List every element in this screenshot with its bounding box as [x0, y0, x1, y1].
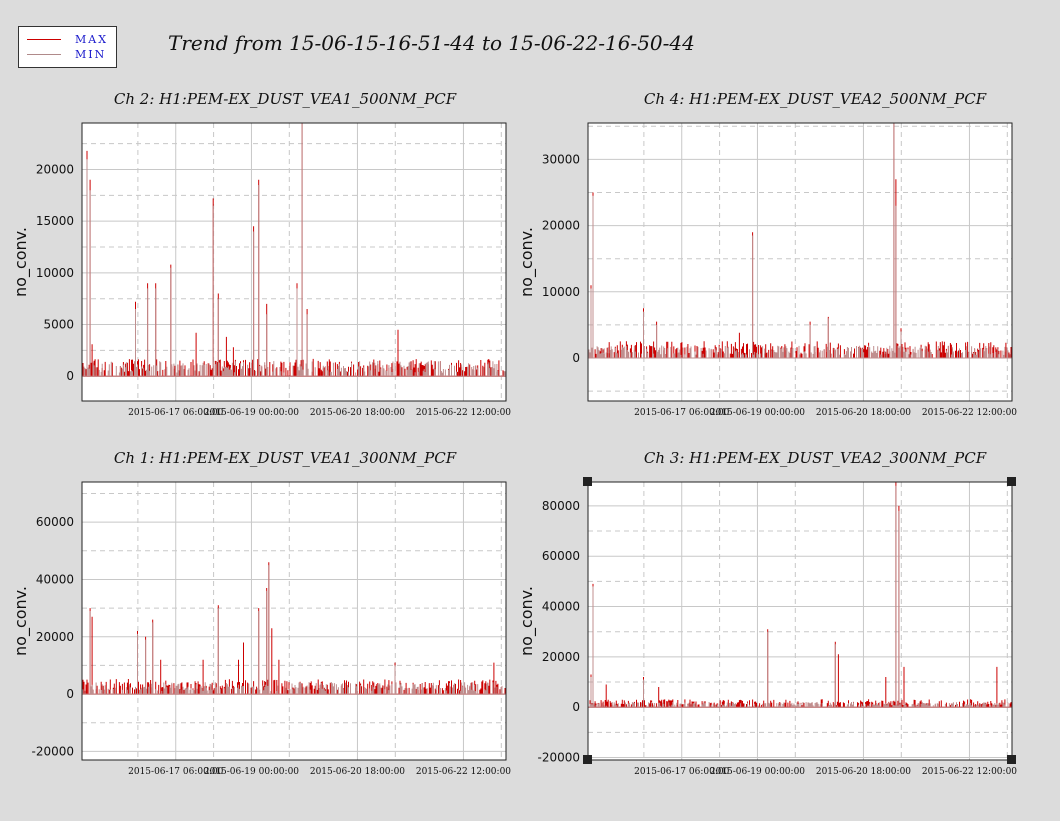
x-tick-label: 2015-06-22 12:00:00	[416, 767, 511, 777]
y-tick-label: -20000	[537, 750, 580, 764]
selection-handle[interactable]	[1007, 755, 1016, 764]
y-tick-label: 5000	[43, 318, 74, 332]
x-tick-label: 2015-06-17 06:00:00	[128, 767, 223, 777]
plot-area	[588, 482, 1012, 760]
chart-svg: -20000 0 20000 40000 60000 2015-06-17 06:00:0…	[11, 481, 511, 777]
y-tick-label: 60000	[542, 549, 580, 563]
series-group	[82, 123, 506, 377]
x-tick-label: 2015-06-19 00:00:00	[710, 767, 805, 777]
plot-frame	[81, 481, 507, 761]
y-tick-label: 0	[66, 369, 74, 383]
x-tick-label: 2015-06-20 18:00:00	[816, 767, 911, 777]
series-group	[588, 123, 1012, 359]
x-tick-label: 2015-06-17 06:00:00	[634, 767, 729, 777]
selection-handle[interactable]	[1007, 477, 1016, 486]
y-tick-label: 80000	[542, 499, 580, 513]
x-tick-label: 2015-06-19 00:00:00	[204, 767, 299, 777]
plot-frame	[587, 481, 1013, 761]
x-tick-label: 2015-06-20 18:00:00	[310, 408, 405, 418]
legend: MAX MIN	[18, 26, 117, 68]
selection-handle[interactable]	[583, 477, 592, 486]
chart-panel-ch1: Ch 1: H1:PEM-EX_DUST_VEA1_300NM_PCF -200…	[0, 449, 530, 784]
chart-panel-ch3[interactable]: Ch 3: H1:PEM-EX_DUST_VEA2_300NM_PCF -200…	[510, 449, 1050, 784]
page-title: Trend from 15-06-15-16-51-44 to 15-06-22…	[168, 31, 695, 55]
y-tick-label: 20000	[36, 163, 74, 177]
y-axis-label: no_conv.	[517, 586, 537, 656]
series-line-min	[588, 123, 1012, 359]
x-tick-label: 2015-06-22 12:00:00	[416, 408, 511, 418]
chart-title: Ch 3: H1:PEM-EX_DUST_VEA2_300NM_PCF	[643, 449, 987, 467]
y-tick-label: 10000	[542, 285, 580, 299]
y-tick-label: 20000	[542, 219, 580, 233]
y-axis-label: no_conv.	[517, 227, 537, 297]
plot-frame	[587, 122, 1013, 402]
series-group	[82, 562, 506, 695]
chart-title: Ch 4: H1:PEM-EX_DUST_VEA2_500NM_PCF	[643, 90, 987, 108]
legend-max-label: MAX	[75, 32, 109, 46]
x-tick-label: 2015-06-19 00:00:00	[204, 408, 299, 418]
y-axis-label: no_conv.	[11, 586, 31, 656]
legend-min-label: MIN	[75, 47, 107, 61]
y-tick-label: 20000	[542, 650, 580, 664]
x-tick-label: 2015-06-22 12:00:00	[922, 767, 1017, 777]
plot-area	[82, 123, 506, 401]
y-tick-label: -20000	[31, 744, 74, 758]
x-tick-label: 2015-06-20 18:00:00	[816, 408, 911, 418]
y-tick-label: 20000	[36, 630, 74, 644]
y-tick-label: 0	[572, 351, 580, 365]
y-tick-label: 0	[572, 700, 580, 714]
plot-frame	[81, 122, 507, 402]
legend-item-max: MAX	[27, 32, 108, 46]
plot-area	[588, 123, 1012, 401]
plot-area	[82, 482, 506, 760]
y-tick-label: 60000	[36, 515, 74, 529]
y-tick-label: 15000	[36, 214, 74, 228]
y-tick-label: 30000	[542, 152, 580, 166]
x-tick-label: 2015-06-17 06:00:00	[634, 408, 729, 418]
selection-handle[interactable]	[583, 755, 592, 764]
x-tick-label: 2015-06-22 12:00:00	[922, 408, 1017, 418]
chart-title: Ch 2: H1:PEM-EX_DUST_VEA1_500NM_PCF	[113, 90, 457, 108]
legend-item-min: MIN	[27, 47, 106, 61]
x-tick-label: 2015-06-20 18:00:00	[310, 767, 405, 777]
x-tick-label: 2015-06-19 00:00:00	[710, 408, 805, 418]
y-axis-label: no_conv.	[11, 227, 31, 297]
chart-svg: -20000 0 20000 40000 60000 80000 2015-06-17 06…	[517, 477, 1017, 777]
legend-min-swatch	[27, 53, 61, 55]
y-tick-label: 10000	[36, 266, 74, 280]
y-tick-label: 40000	[36, 572, 74, 586]
y-tick-label: 40000	[542, 600, 580, 614]
series-line-min	[82, 123, 506, 377]
y-tick-label: 0	[66, 687, 74, 701]
chart-title: Ch 1: H1:PEM-EX_DUST_VEA1_300NM_PCF	[113, 449, 457, 467]
chart-panel-ch4: Ch 4: H1:PEM-EX_DUST_VEA2_500NM_PCF 0 100…	[510, 90, 1050, 420]
x-tick-label: 2015-06-17 06:00:00	[128, 408, 223, 418]
legend-max-swatch	[27, 38, 61, 40]
chart-panel-ch2: Ch 2: H1:PEM-EX_DUST_VEA1_500NM_PCF 0 500…	[0, 90, 530, 420]
